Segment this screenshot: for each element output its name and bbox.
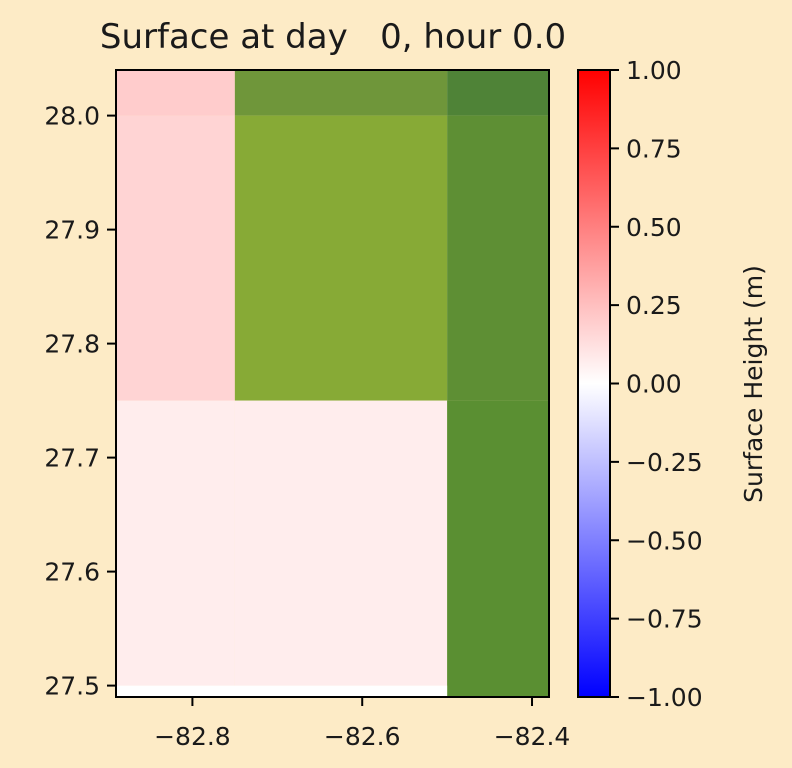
colorbar-tick-label: 0.00 bbox=[626, 370, 682, 399]
y-tick-label: 27.5 bbox=[44, 672, 100, 701]
y-tick-label: 27.9 bbox=[44, 216, 100, 245]
colorbar-label: Surface Height (m) bbox=[739, 265, 768, 503]
x-axis: −82.8 −82.6 −82.4 bbox=[154, 697, 570, 751]
plot-frame bbox=[115, 69, 550, 698]
colorbar-tick-label: −0.25 bbox=[626, 448, 703, 477]
y-tick-label: 28.0 bbox=[44, 102, 100, 131]
water-cell bbox=[116, 115, 235, 401]
colorbar bbox=[577, 69, 611, 698]
colorbar-tick-label: 0.75 bbox=[626, 134, 682, 163]
land-cell bbox=[447, 400, 549, 697]
y-tick-label: 27.6 bbox=[44, 558, 100, 587]
water-cell bbox=[234, 400, 448, 686]
land-cell bbox=[234, 70, 448, 116]
y-tick-label: 27.7 bbox=[44, 444, 100, 473]
water-cell bbox=[116, 400, 235, 686]
plot-area bbox=[116, 70, 549, 697]
water-cell bbox=[116, 685, 448, 697]
x-tick-label: −82.4 bbox=[494, 722, 571, 751]
colorbar-tick-label: −0.50 bbox=[626, 526, 703, 555]
colorbar-axis: 1.00 0.75 0.50 0.25 0.00 −0.25 −0.50 −0.75 −1.00 bbox=[610, 56, 703, 712]
x-tick-label: −82.6 bbox=[324, 722, 401, 751]
y-tick-label: 27.8 bbox=[44, 330, 100, 359]
water-cell bbox=[116, 70, 235, 116]
land-cell bbox=[447, 115, 549, 401]
colorbar-tick-label: 0.50 bbox=[626, 213, 682, 242]
x-tick-label: −82.8 bbox=[154, 722, 231, 751]
colorbar-tick-label: −1.00 bbox=[626, 683, 703, 712]
land-cell bbox=[447, 70, 549, 116]
chart-title: Surface at day 0, hour 0.0 bbox=[100, 17, 566, 57]
y-axis: 27.5 27.6 27.7 27.8 27.9 28.0 bbox=[44, 102, 116, 701]
colorbar-tick-label: 0.25 bbox=[626, 291, 682, 320]
colorbar-tick-label: 1.00 bbox=[626, 56, 682, 85]
land-cell bbox=[234, 115, 448, 401]
colorbar-tick-label: −0.75 bbox=[626, 605, 703, 634]
